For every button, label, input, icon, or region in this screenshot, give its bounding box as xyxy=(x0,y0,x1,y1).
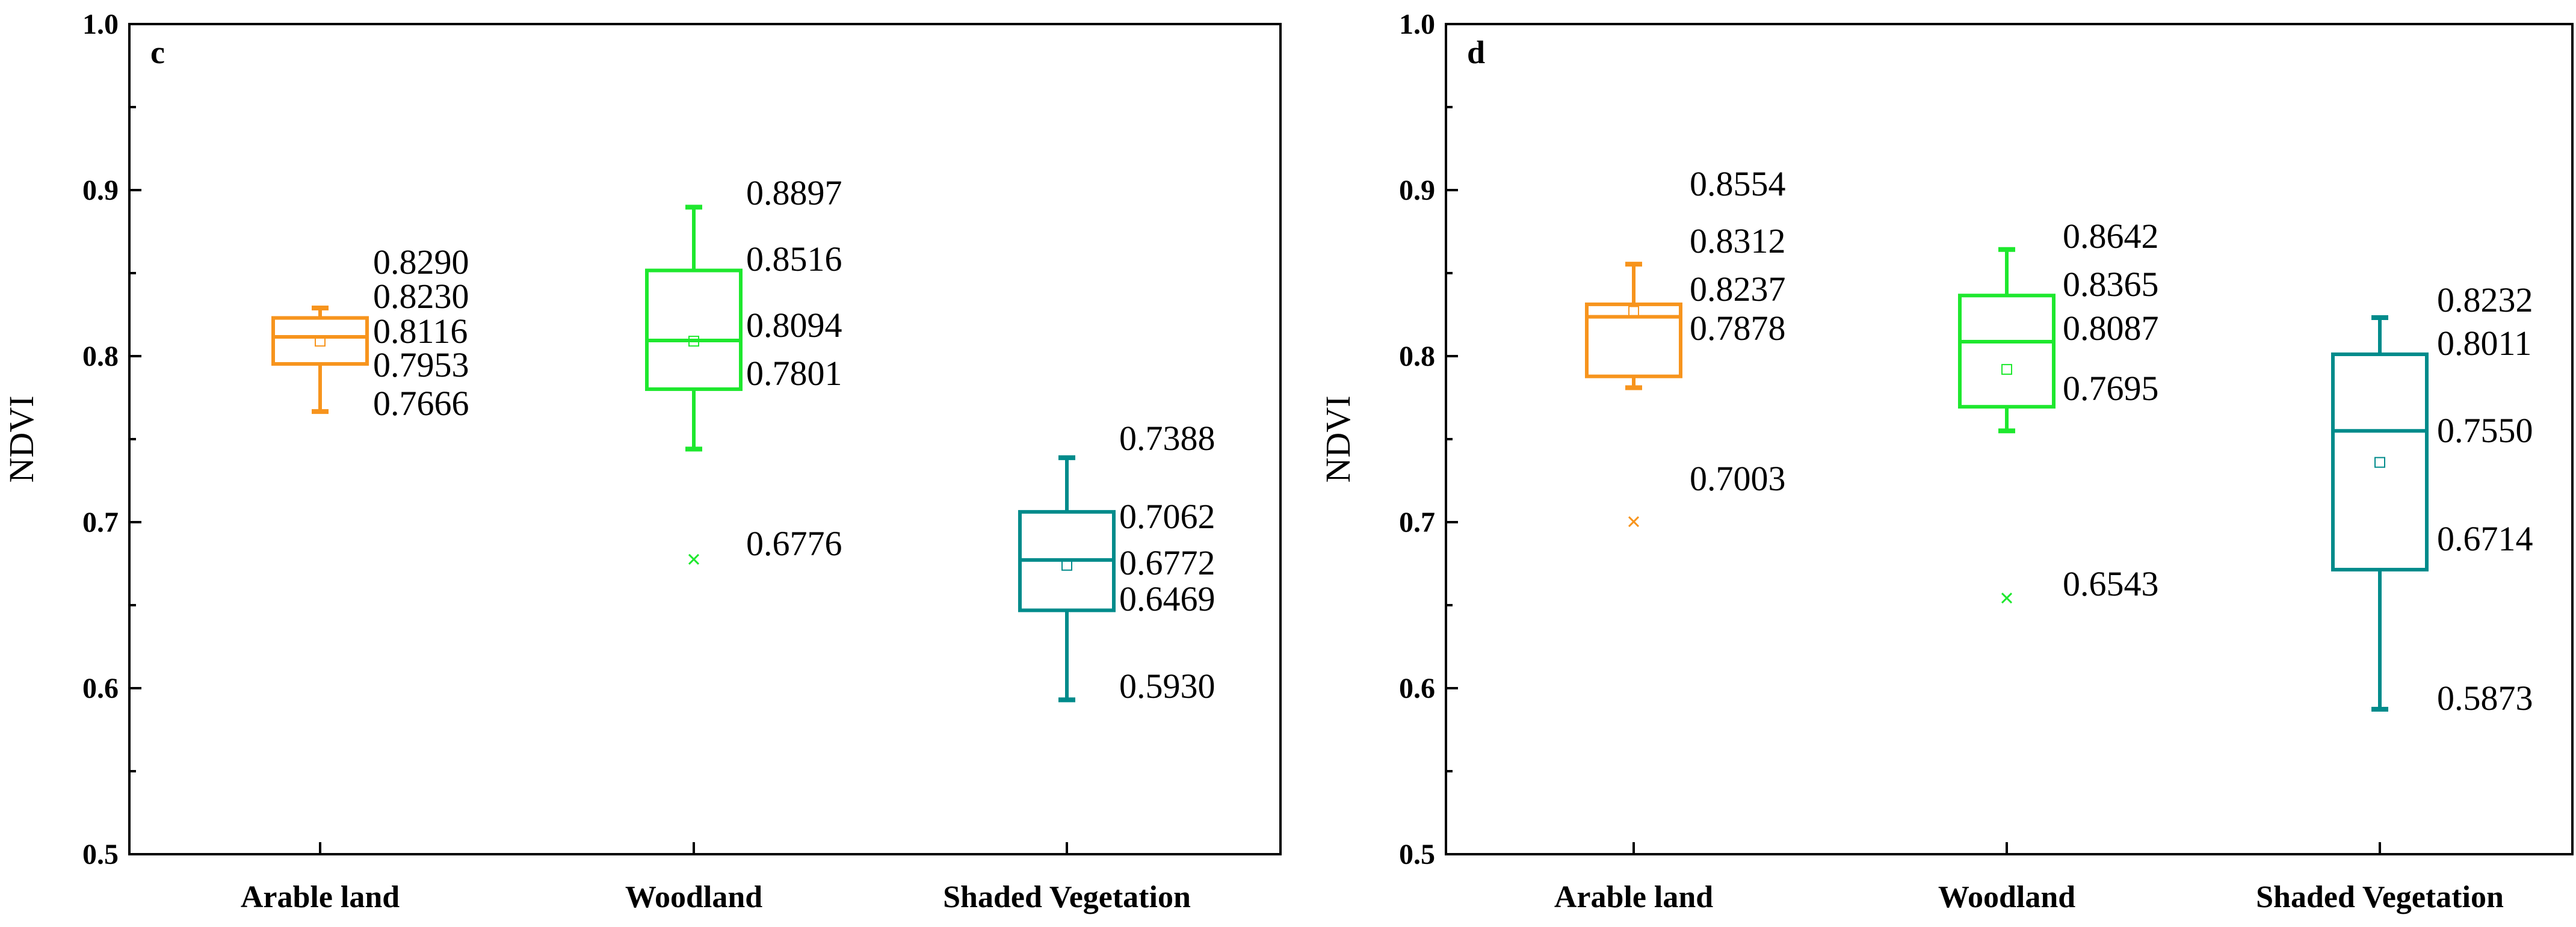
panel-d-ylabel: NDVI xyxy=(1318,396,1357,483)
panel-c-ytick-label: 0.8 xyxy=(82,340,119,372)
panel-d-woodland-mean-marker xyxy=(2001,364,2012,375)
panel-d-arable-land-category-label: Arable land xyxy=(1554,880,1713,914)
panel-d-arable-land-data-label: 0.7003 xyxy=(1690,459,1786,498)
panel-d-woodland-data-label: 0.8365 xyxy=(2063,265,2159,304)
panel-c-ylabel: NDVI xyxy=(2,396,41,483)
panel-c-woodland-data-label: 0.6776 xyxy=(746,524,842,563)
panel-d-arable-land-data-label: 0.8312 xyxy=(1690,221,1786,260)
panel-c-frame xyxy=(128,23,1282,855)
panel-c-shaded-vegetation-data-label: 0.6772 xyxy=(1119,543,1215,582)
panel-d-arable-land-data-label: 0.7878 xyxy=(1690,309,1786,348)
panel-c-arable-land-data-label: 0.8116 xyxy=(373,312,468,351)
panel-c-letter: c xyxy=(150,34,165,70)
panel-d-ytick-label: 0.8 xyxy=(1399,340,1435,372)
panel-d-woodland-outlier xyxy=(2001,593,2013,604)
panel-c-ytick-label: 0.9 xyxy=(82,174,119,206)
panel-d-arable-land-data-label: 0.8554 xyxy=(1690,164,1786,203)
panel-c-woodland-data-label: 0.7801 xyxy=(746,354,842,393)
panel-d-woodland-data-label: 0.8087 xyxy=(2063,309,2159,348)
panel-d-shaded-vegetation-data-label: 0.7550 xyxy=(2437,411,2533,450)
panel-c-woodland-mean-marker xyxy=(688,336,699,347)
panel-c-shaded-vegetation-data-label: 0.7062 xyxy=(1119,497,1215,536)
panel-c-ytick-label: 1.0 xyxy=(82,8,119,40)
panel-d-letter: d xyxy=(1467,34,1485,70)
panel-d-arable-land-mean-marker xyxy=(1628,306,1639,317)
panel-c-shaded-vegetation-data-label: 0.5930 xyxy=(1119,667,1215,706)
panel-d-shaded-vegetation-category-label: Shaded Vegetation xyxy=(2256,880,2504,914)
panel-c-shaded-vegetation-data-label: 0.7388 xyxy=(1119,419,1215,458)
panel-d-woodland-category-label: Woodland xyxy=(1938,880,2075,914)
panel-c-ytick-label: 0.7 xyxy=(82,507,119,538)
panel-c-shaded-vegetation-data-label: 0.6469 xyxy=(1119,579,1215,618)
panel-d-arable-land-data-label: 0.8237 xyxy=(1690,269,1786,309)
panel-c-woodland-data-label: 0.8094 xyxy=(746,306,842,345)
panel-c-arable-land-data-label: 0.8290 xyxy=(373,242,469,282)
panel-c-woodland-outlier xyxy=(688,553,700,565)
panel-d-shaded-vegetation-data-label: 0.8011 xyxy=(2437,324,2531,363)
panel-c-arable-land-box xyxy=(271,316,369,366)
panel-c-woodland-data-label: 0.8516 xyxy=(746,239,842,279)
panel-c-ytick-label: 0.6 xyxy=(82,673,119,704)
panel-d-woodland-data-label: 0.7695 xyxy=(2063,369,2159,408)
panel-c-woodland-box xyxy=(645,268,743,391)
panel-c-arable-land-mean-marker xyxy=(315,336,326,347)
panel-c-arable-land-data-label: 0.7666 xyxy=(373,384,469,423)
panel-d-ytick-label: 0.7 xyxy=(1399,507,1435,538)
panel-c-shaded-vegetation-category-label: Shaded Vegetation xyxy=(943,880,1191,914)
panel-d-ytick-label: 0.5 xyxy=(1399,839,1435,870)
panel-c-arable-land-data-label: 0.7953 xyxy=(373,345,469,384)
panel-d-ytick-label: 0.6 xyxy=(1399,673,1435,704)
panel-d-woodland-data-label: 0.6543 xyxy=(2063,564,2159,603)
panel-c-shaded-vegetation-mean-marker xyxy=(1061,559,1072,571)
panel-c-woodland-data-label: 0.8897 xyxy=(746,173,842,212)
panel-d-ytick-label: 1.0 xyxy=(1399,8,1435,40)
panel-c-ytick-label: 0.5 xyxy=(82,839,119,870)
panel-c-arable-land-data-label: 0.8230 xyxy=(373,277,469,316)
panel-d-woodland-box xyxy=(1958,294,2056,409)
panel-d-shaded-vegetation-data-label: 0.5873 xyxy=(2437,679,2533,718)
panel-d-shaded-vegetation-data-label: 0.6714 xyxy=(2437,519,2533,558)
panel-d-ytick-label: 0.9 xyxy=(1399,174,1435,206)
panel-d-shaded-vegetation-data-label: 0.8232 xyxy=(2437,280,2533,319)
panel-c-woodland-category-label: Woodland xyxy=(625,880,762,914)
panel-d-shaded-vegetation-mean-marker xyxy=(2374,457,2385,468)
panel-d-shaded-vegetation-box xyxy=(2331,352,2429,571)
panel-d-arable-land-outlier xyxy=(1628,516,1640,528)
panel-d-woodland-data-label: 0.8642 xyxy=(2063,217,2159,256)
panel-c-arable-land-category-label: Arable land xyxy=(241,880,400,914)
